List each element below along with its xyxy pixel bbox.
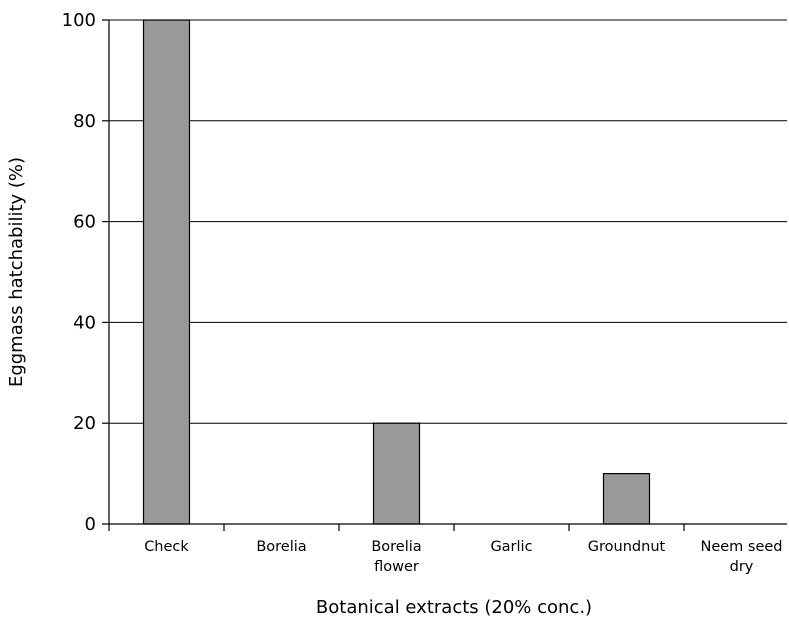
- y-tick-label: 0: [85, 514, 96, 535]
- bar-groundnut: [602, 473, 651, 525]
- bars: [142, 19, 651, 525]
- bar-check: [142, 19, 191, 525]
- x-tick-label: Garlic: [490, 539, 532, 555]
- x-tick-label: Groundnut: [588, 539, 666, 555]
- y-tick-label: 20: [73, 413, 96, 434]
- gridlines: [109, 19, 787, 424]
- bar-borelia-flower: [372, 422, 421, 525]
- axes: [102, 19, 787, 531]
- y-tick-label: 100: [62, 10, 96, 31]
- x-tick-label: Borelia: [256, 539, 306, 555]
- y-tick-label: 60: [73, 212, 96, 233]
- x-axis-title: Botanical extracts (20% conc.): [316, 597, 592, 618]
- x-tick-label: Check: [144, 539, 189, 555]
- y-tick-label: 40: [73, 312, 96, 333]
- tick-labels: 0 20 40 60 80 100 Check Borelia Borelia flower Gar…: [62, 10, 783, 575]
- x-tick-label: Borelia flower: [371, 539, 421, 575]
- y-tick-label: 80: [73, 111, 96, 132]
- y-axis-title: Eggmass hatchability (%): [6, 157, 27, 387]
- x-tick-label: Neem seed dry: [700, 539, 782, 575]
